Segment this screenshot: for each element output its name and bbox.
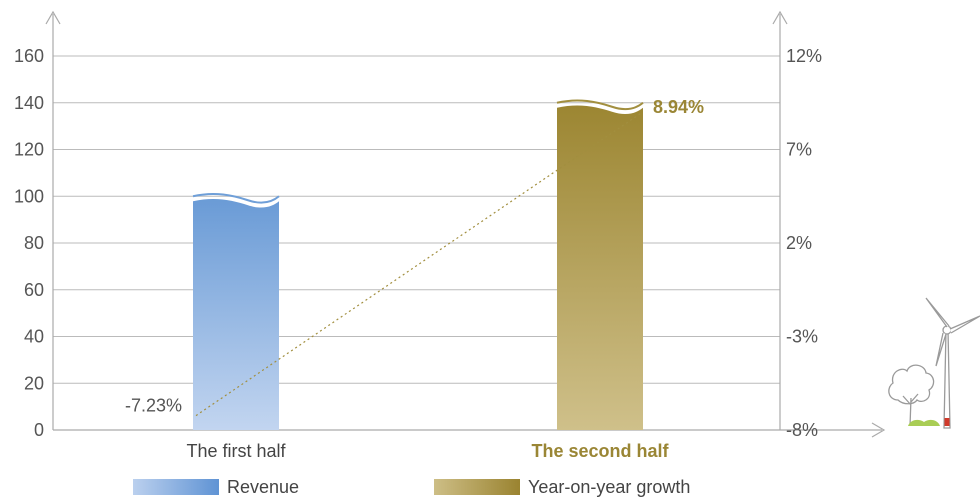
- left-tick-label: 0: [34, 420, 44, 440]
- legend: Revenue Year-on-year growth: [133, 477, 690, 497]
- right-axis-ticks: -8% -3% 2% 7% 12%: [786, 46, 822, 440]
- bar: [193, 198, 279, 430]
- bar-cap: [556, 99, 644, 110]
- right-tick-label: 2%: [786, 233, 812, 253]
- left-tick-label: 160: [14, 46, 44, 66]
- legend-swatch: [133, 479, 219, 495]
- growth-line: -7.23% 8.94%: [125, 97, 704, 417]
- axes: [45, 10, 886, 438]
- left-axis-ticks: 0 20 40 60 80 100 120 140 160: [14, 46, 44, 440]
- left-tick-label: 80: [24, 233, 44, 253]
- gridlines: [53, 55, 780, 384]
- left-tick-label: 100: [14, 186, 44, 206]
- x-axis-arrow-icon: [871, 422, 886, 438]
- revenue-bars: [192, 99, 644, 431]
- right-tick-label: 7%: [786, 140, 812, 160]
- bar-cap: [192, 193, 280, 204]
- left-axis-arrow-icon: [45, 10, 61, 25]
- tree-icon: [888, 364, 940, 427]
- left-tick-label: 60: [24, 280, 44, 300]
- left-tick-label: 140: [14, 93, 44, 113]
- bar: [557, 105, 643, 431]
- category-label: The second half: [531, 441, 669, 461]
- right-tick-label: 12%: [786, 46, 822, 66]
- growth-label: 8.94%: [653, 97, 704, 117]
- category-labels: The first half The second half: [186, 441, 669, 461]
- category-label: The first half: [186, 441, 286, 461]
- right-axis-arrow-icon: [772, 10, 788, 25]
- legend-label: Year-on-year growth: [528, 477, 690, 497]
- left-tick-label: 40: [24, 327, 44, 347]
- legend-label: Revenue: [227, 477, 299, 497]
- growth-label: -7.23%: [125, 396, 182, 416]
- legend-swatch: [434, 479, 520, 495]
- left-tick-label: 120: [14, 140, 44, 160]
- right-tick-label: -3%: [786, 327, 818, 347]
- left-tick-label: 20: [24, 373, 44, 393]
- wind-turbine-icon: [925, 297, 980, 429]
- right-tick-label: -8%: [786, 420, 818, 440]
